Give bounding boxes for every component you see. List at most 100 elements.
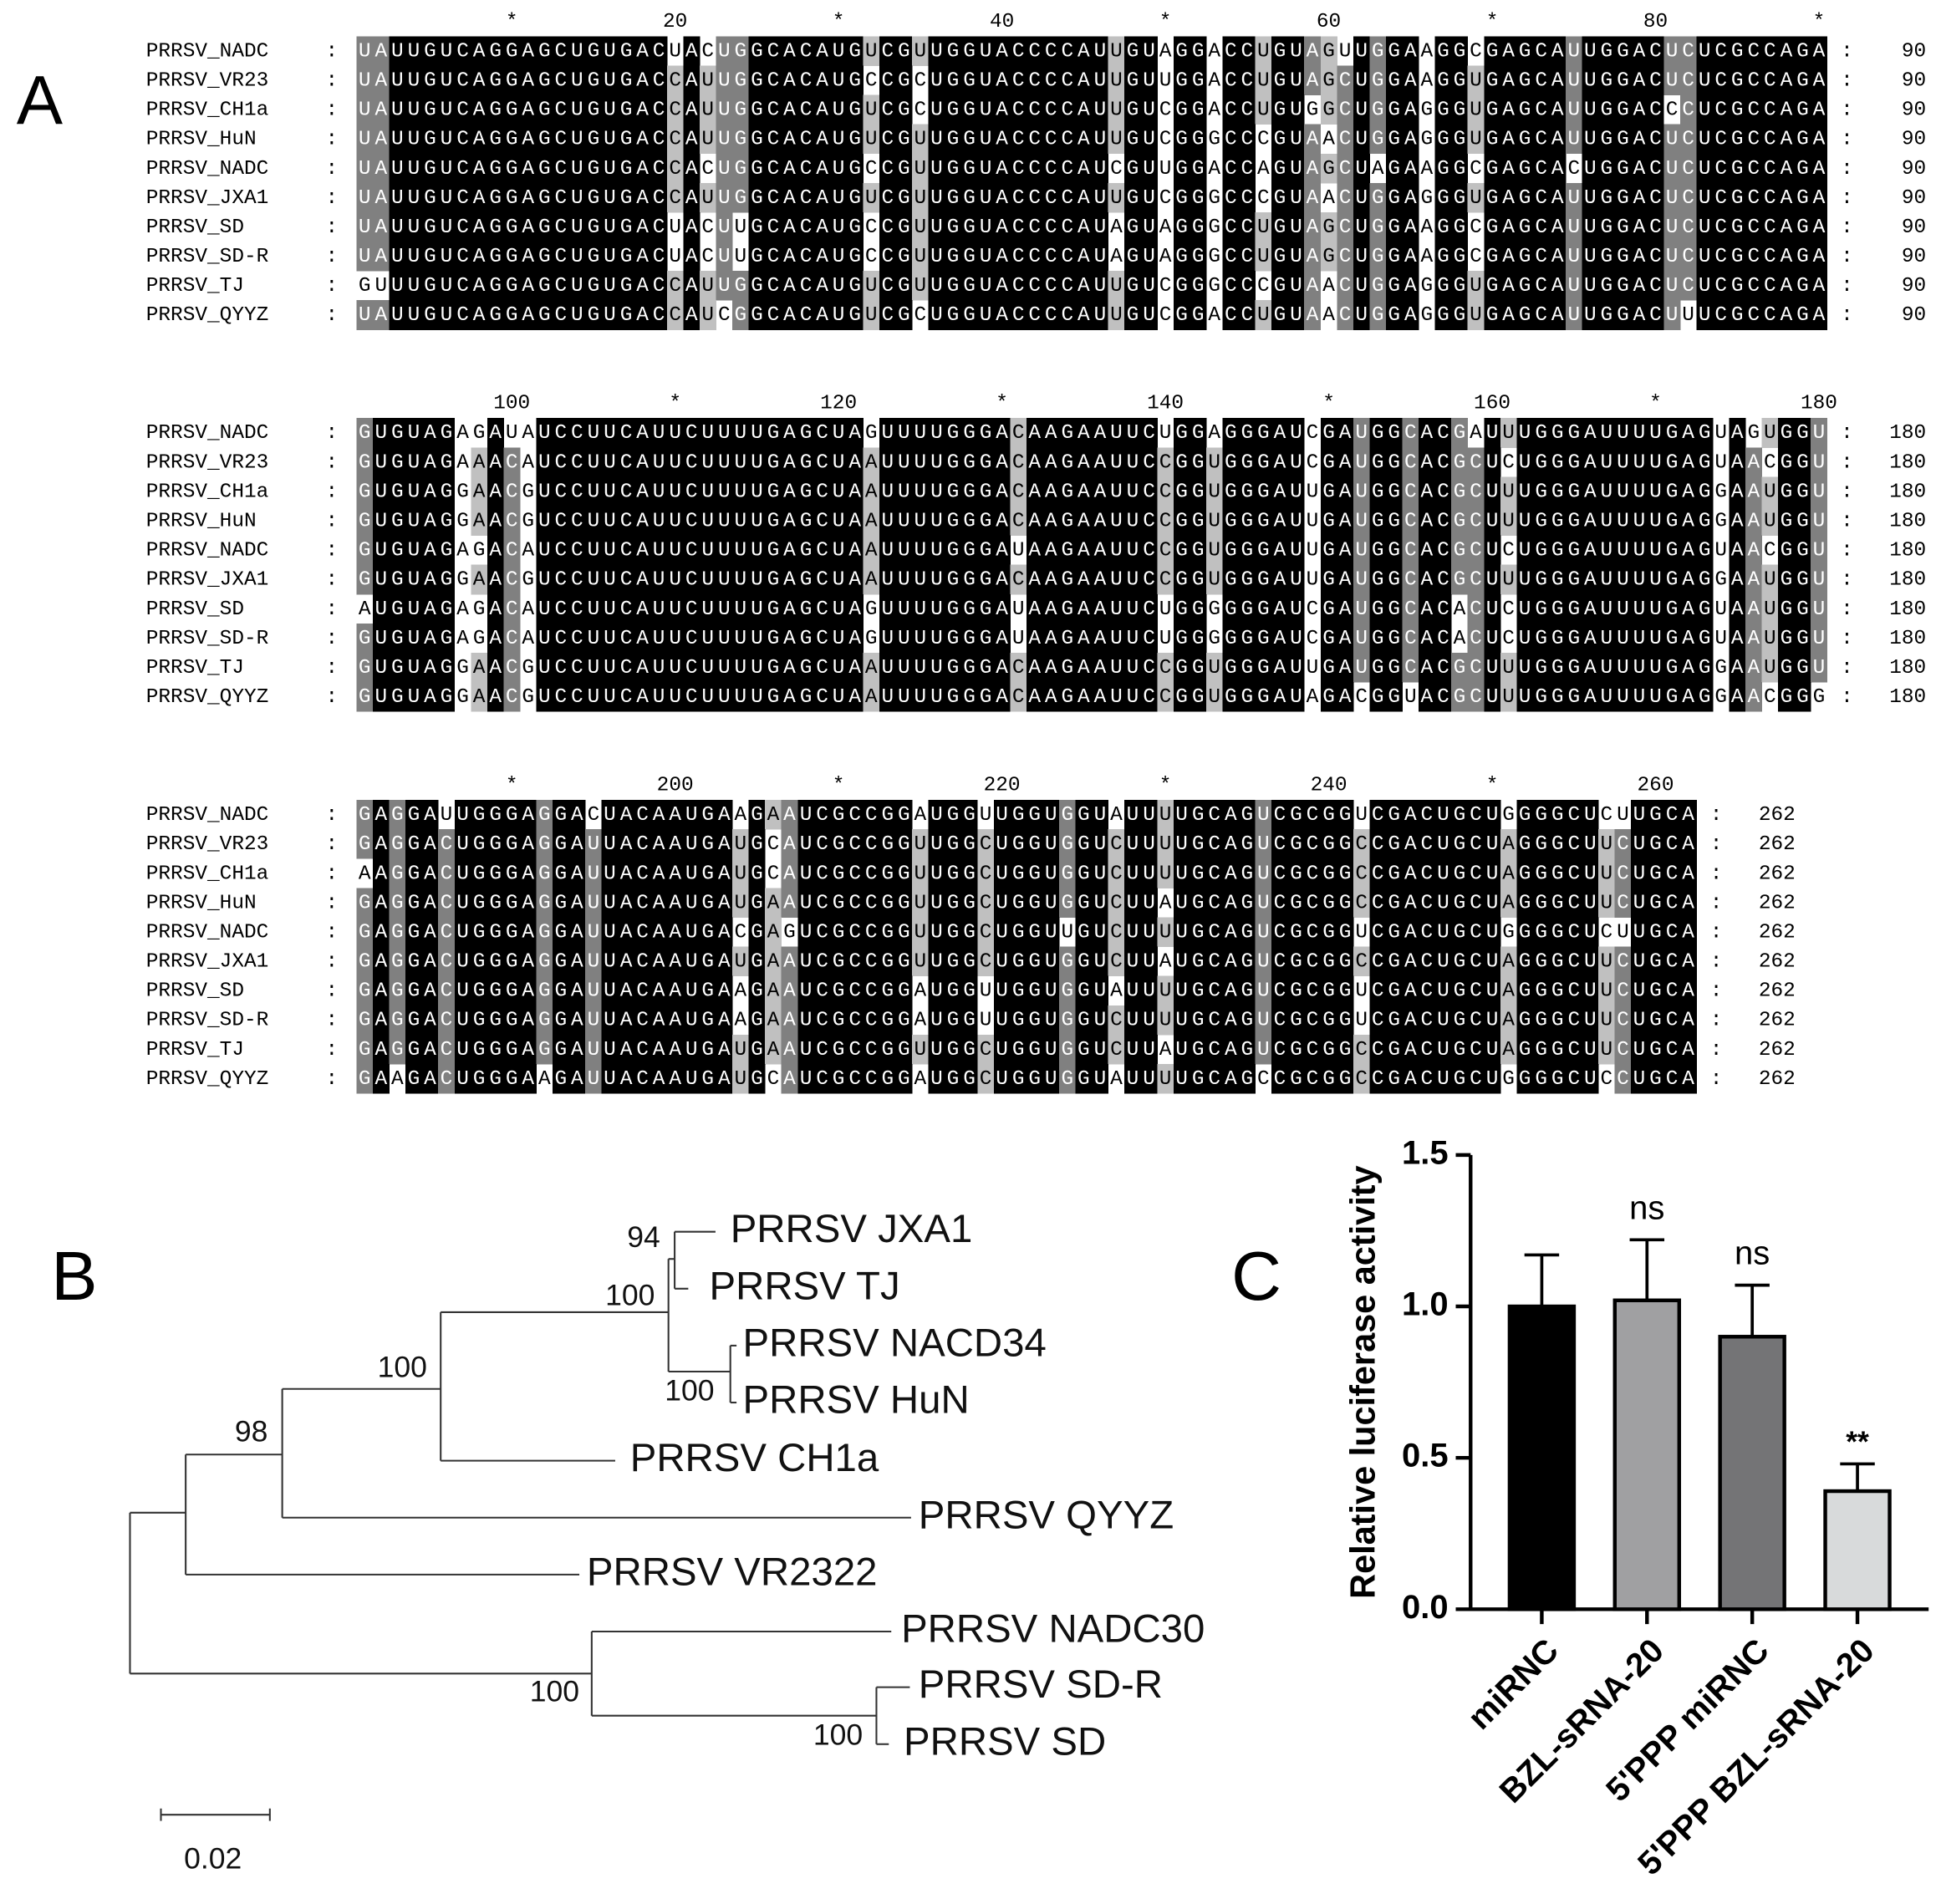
residue: G: [848, 187, 861, 210]
residue: C: [456, 246, 469, 268]
separator: :: [326, 246, 339, 268]
residue: G: [1699, 628, 1711, 650]
position-end: 262: [1759, 804, 1796, 827]
residue: U: [881, 481, 894, 503]
separator: :: [326, 804, 339, 827]
residue: G: [506, 40, 518, 63]
residue: C: [1649, 304, 1662, 327]
residue: C: [1012, 511, 1025, 533]
residue: G: [963, 921, 976, 944]
residue: C: [441, 833, 453, 856]
conservation-shade: [536, 94, 553, 125]
residue: G: [1519, 187, 1531, 210]
residue: G: [1322, 804, 1335, 827]
residue: G: [391, 1010, 404, 1032]
conservation-shade: [912, 36, 930, 66]
residue: C: [1404, 481, 1417, 503]
residue: G: [1601, 69, 1613, 92]
residue: C: [1470, 540, 1482, 563]
residue: C: [1307, 863, 1319, 885]
residue: U: [1307, 511, 1319, 533]
residue: U: [833, 481, 845, 503]
residue: U: [1584, 158, 1597, 181]
residue: A: [636, 99, 649, 122]
residue: U: [735, 216, 747, 239]
residue: G: [963, 69, 976, 92]
residue: G: [359, 892, 371, 914]
residue: A: [1421, 628, 1434, 650]
residue: G: [1372, 422, 1384, 445]
residue: A: [1307, 686, 1319, 709]
residue: U: [1764, 569, 1776, 592]
residue: G: [1192, 99, 1205, 122]
residue: G: [751, 129, 763, 151]
residue: C: [1307, 892, 1319, 914]
residue: G: [424, 187, 436, 210]
residue: A: [571, 951, 583, 974]
residue: U: [1601, 686, 1613, 709]
residue: C: [1437, 598, 1449, 621]
conservation-shade: [1451, 65, 1469, 96]
residue: C: [456, 216, 469, 239]
residue: C: [1372, 804, 1384, 827]
residue: U: [1519, 686, 1531, 709]
residue: G: [1257, 569, 1270, 592]
residue: G: [538, 804, 551, 827]
separator: :: [1841, 628, 1853, 650]
residue: G: [751, 951, 763, 974]
residue: A: [1584, 569, 1597, 592]
residue: G: [538, 1010, 551, 1032]
residue: G: [620, 275, 633, 298]
residue: U: [1633, 422, 1646, 445]
residue: G: [1781, 569, 1793, 592]
residue: G: [1519, 1010, 1531, 1032]
conservation-shade: [846, 36, 864, 66]
conservation-shade: [1140, 65, 1158, 96]
residue: U: [374, 511, 387, 533]
residue: A: [1307, 158, 1319, 181]
residue: C: [653, 304, 665, 327]
residue: G: [1192, 686, 1205, 709]
residue: A: [1731, 422, 1744, 445]
residue: C: [848, 1039, 861, 1061]
residue: G: [538, 69, 551, 92]
residue: A: [669, 892, 681, 914]
residue: G: [1061, 833, 1073, 856]
residue: U: [1045, 1010, 1057, 1032]
residue: U: [506, 422, 518, 445]
conservation-shade: [634, 36, 651, 66]
residue: A: [653, 951, 665, 974]
residue: U: [441, 158, 453, 181]
residue: C: [1649, 99, 1662, 122]
residue: G: [1274, 69, 1286, 92]
conservation-shade: [830, 65, 848, 96]
residue: A: [1747, 686, 1760, 709]
residue: G: [1175, 246, 1188, 268]
residue: G: [1519, 804, 1531, 827]
residue: U: [1127, 1010, 1139, 1032]
residue: U: [1290, 69, 1302, 92]
residue: U: [914, 275, 927, 298]
residue: U: [408, 511, 420, 533]
residue: G: [1388, 187, 1400, 210]
residue: C: [1470, 481, 1482, 503]
residue: C: [1535, 246, 1547, 268]
residue: U: [1355, 598, 1368, 621]
residue: G: [1388, 686, 1400, 709]
residue: A: [767, 1010, 780, 1032]
residue: G: [1454, 980, 1466, 1003]
residue: U: [408, 481, 420, 503]
residue: C: [555, 129, 568, 151]
residue: A: [685, 99, 698, 122]
residue: U: [1584, 304, 1597, 327]
panel-label: A: [17, 61, 64, 139]
residue: A: [1094, 686, 1107, 709]
residue: C: [571, 422, 583, 445]
residue: G: [947, 980, 960, 1003]
residue: G: [833, 1039, 845, 1061]
residue: A: [1094, 628, 1107, 650]
residue: G: [898, 304, 910, 327]
residue: G: [1012, 921, 1025, 944]
residue: U: [1486, 833, 1499, 856]
position-end: 90: [1902, 304, 1926, 327]
